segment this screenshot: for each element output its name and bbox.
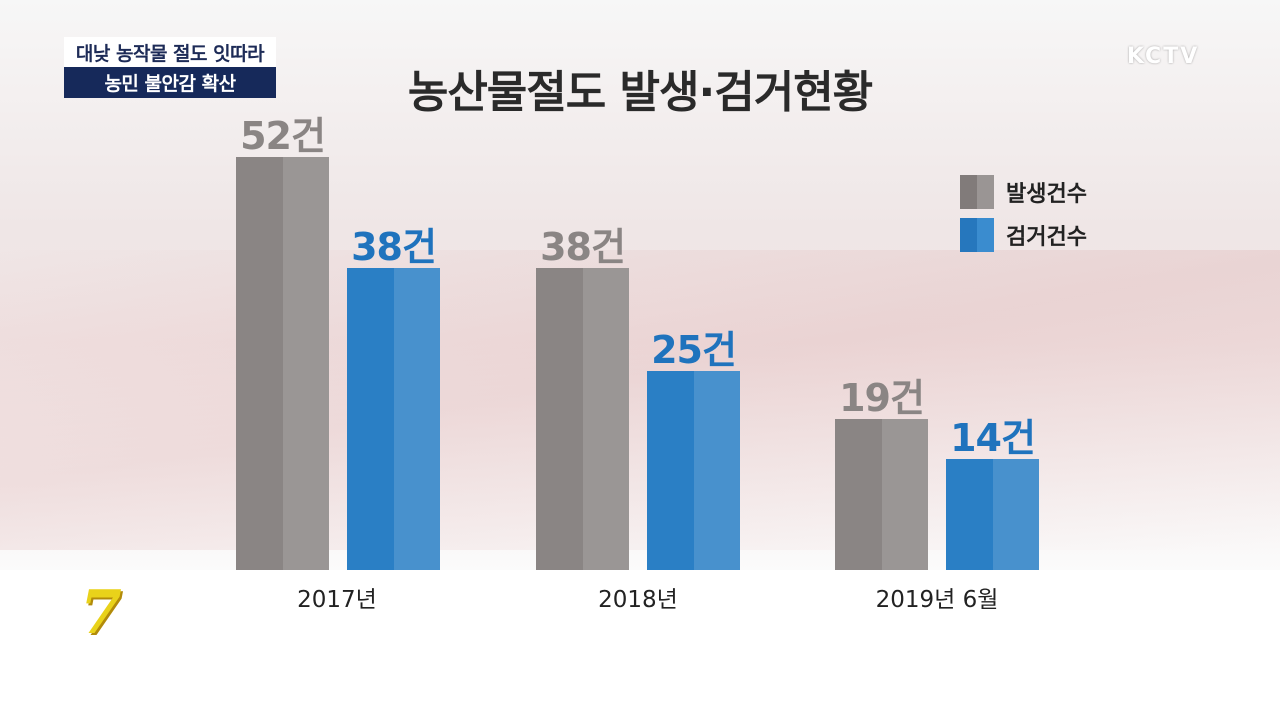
bar-arrest-1 [647, 371, 740, 570]
bar-highlight [693, 371, 740, 570]
x-tick-label-2: 2019년 6월 [875, 587, 999, 613]
value-label-occurrence-2: 19건 [839, 376, 925, 421]
value-label-arrest-1: 25건 [651, 328, 737, 373]
legend-item-arrest: 검거건수 [960, 218, 1087, 252]
bar-arrest-2 [946, 458, 1039, 570]
value-label-occurrence-0: 52건 [240, 114, 326, 158]
caption-line-1: 대낮 농작물 절도 잇따라 [64, 37, 276, 68]
x-tick-label-0: 2017년 [297, 587, 377, 613]
bar-highlight [881, 419, 928, 570]
caption-line-2: 농민 불안감 확산 [64, 67, 276, 98]
legend-swatch-occurrence [960, 175, 994, 209]
bar-highlight [992, 458, 1039, 570]
bar-occurrence-0 [236, 157, 329, 570]
x-tick-label-1: 2018년 [598, 587, 678, 613]
legend-label-occurrence: 발생건수 [1006, 182, 1087, 207]
bottom-strip [0, 570, 1280, 720]
bar-highlight [582, 268, 629, 570]
bar-occurrence-1 [536, 268, 629, 570]
legend-swatch-arrest [960, 218, 994, 252]
bar-highlight [393, 268, 440, 570]
value-label-arrest-2: 14건 [950, 415, 1036, 460]
legend-item-occurrence: 발생건수 [960, 175, 1087, 209]
background-band [0, 250, 1280, 550]
bar-highlight [282, 157, 329, 570]
legend-label-arrest: 검거건수 [1006, 225, 1087, 250]
value-label-occurrence-1: 38건 [540, 225, 626, 270]
bar-arrest-0 [347, 268, 440, 570]
kctv-logo: KCTV [1127, 44, 1200, 69]
value-label-arrest-0: 38건 [351, 225, 437, 270]
chart-title: 농산물절도 발생·검거현황 [407, 67, 873, 118]
program-logo: 7 [80, 578, 122, 648]
bar-occurrence-2 [835, 419, 928, 570]
